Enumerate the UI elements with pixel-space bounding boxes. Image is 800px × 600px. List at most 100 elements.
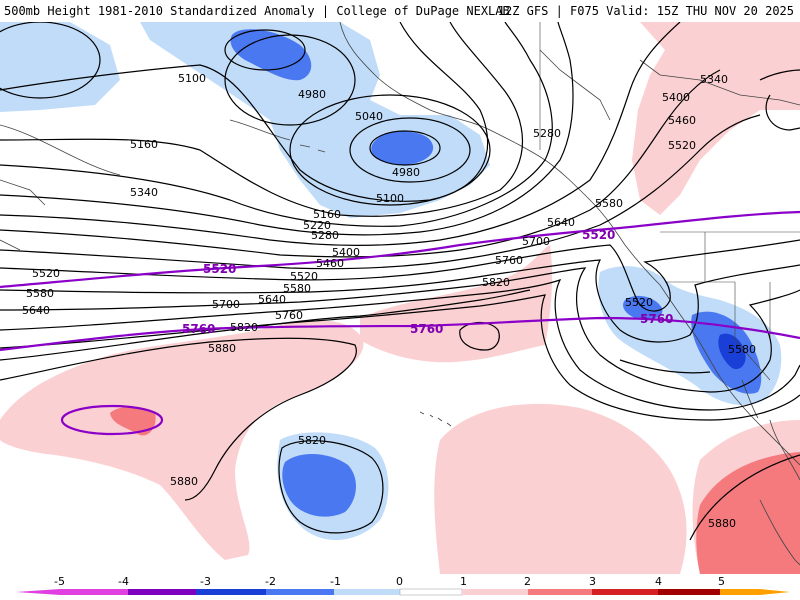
contour-label: 5100 <box>178 72 206 85</box>
contour-label: 5400 <box>662 91 690 104</box>
anomaly-pos2-southeast <box>696 452 800 574</box>
thickness-label: 5520 <box>582 228 615 242</box>
contour-5160 <box>0 22 524 217</box>
anomaly-neg2-central-pacific <box>282 454 356 517</box>
colorbar-pos2 <box>528 589 592 595</box>
contour-label: 5880 <box>208 342 236 355</box>
contour-5400 <box>0 69 721 258</box>
contour-label: 5760 <box>495 254 523 267</box>
contour-label: 5580 <box>283 282 311 295</box>
coastline-mexico <box>759 499 800 566</box>
anomaly-pos2-west <box>110 406 156 436</box>
colorbar-tick: -2 <box>265 575 276 588</box>
model-run-info: 12Z GFS | F075 Valid: 15Z THU NOV 20 202… <box>497 4 794 18</box>
contour-label: 5820 <box>298 434 326 447</box>
contour-label: 5640 <box>258 293 286 306</box>
height-contours <box>0 22 800 541</box>
contour-label: 5580 <box>728 343 756 356</box>
contour-5220 <box>0 22 553 227</box>
contour-label: 5640 <box>22 304 50 317</box>
contour-5100 <box>0 22 489 202</box>
colorbar-tick: 0 <box>396 575 403 588</box>
thickness-contours <box>0 210 800 436</box>
thickness-label: 5760 <box>410 322 443 336</box>
contour-southeast-low <box>619 359 711 374</box>
anomaly-pos1-south <box>434 403 687 574</box>
map-title: 500mb Height 1981-2010 Standardized Anom… <box>4 4 510 18</box>
contour-label: 4980 <box>392 166 420 179</box>
contour-label: 5760 <box>275 309 303 322</box>
contour-label: 5520 <box>625 296 653 309</box>
colorbar-tick: -3 <box>200 575 211 588</box>
anomaly-pos1-northeast <box>632 22 800 215</box>
contour-label: 5280 <box>311 229 339 242</box>
thickness-5760-loop <box>60 404 164 436</box>
anomaly-neg2-center <box>371 131 434 165</box>
thickness-label: 5520 <box>203 262 236 276</box>
colorbar-neg2 <box>266 589 334 595</box>
contour-5520 <box>0 239 800 312</box>
contour-label: 5460 <box>668 114 696 127</box>
contour-label: 5580 <box>26 287 54 300</box>
coastline-aleutians <box>229 119 326 153</box>
contour-label: 4980 <box>298 88 326 101</box>
contour-label: 5700 <box>522 235 550 248</box>
hawaii-islands <box>419 411 452 427</box>
contour-5100-center <box>289 94 491 206</box>
contour-label: 5820 <box>230 321 258 334</box>
contour-label: 5820 <box>482 276 510 289</box>
colorbar-tick: 5 <box>718 575 725 588</box>
contour-label: 5460 <box>316 257 344 270</box>
contour-label: 5220 <box>303 219 331 232</box>
coastline-north-america-west <box>624 244 800 466</box>
header: 500mb Height 1981-2010 Standardized Anom… <box>0 0 800 22</box>
thickness-label: 5760 <box>182 322 215 336</box>
contour-label: 5160 <box>130 138 158 151</box>
thickness-5520 <box>0 210 800 289</box>
contour-label: 5100 <box>376 192 404 205</box>
anomaly-map: 5100 4980 4980 5040 5160 5340 5280 5100 … <box>0 22 800 574</box>
colorbar-pos5 <box>720 589 760 595</box>
colorbar-tick: 2 <box>524 575 531 588</box>
colorbar-tick: -1 <box>330 575 341 588</box>
anomaly-neg3-california <box>718 333 746 370</box>
contour-label: 5160 <box>313 208 341 221</box>
colorbar-tick: 3 <box>589 575 596 588</box>
contour-label: 5400 <box>332 246 360 259</box>
colorbar-tick: -5 <box>54 575 65 588</box>
contour-label: 5520 <box>32 267 60 280</box>
contour-5640 <box>0 267 800 393</box>
contour-label: 5640 <box>547 216 575 229</box>
contour-east-high <box>759 69 800 131</box>
contour-5340 <box>0 22 681 246</box>
contour-4980-north <box>224 29 306 71</box>
anomaly-neg1-alaska <box>140 22 490 218</box>
colorbar-pos4 <box>658 589 720 595</box>
contour-5040-center <box>349 117 471 183</box>
colorbar: -5 -4 -3 -2 -1 0 1 2 3 4 5 <box>16 575 790 596</box>
contour-label: 5040 <box>355 110 383 123</box>
contour-label: 5880 <box>708 517 736 530</box>
contour-5580 <box>0 259 800 343</box>
colorbar-neg3 <box>196 589 266 595</box>
contour-5880 <box>0 337 357 501</box>
colorbar-ticks: -5 -4 -3 -2 -1 0 1 2 3 4 5 <box>54 575 725 588</box>
contour-label: 5280 <box>533 127 561 140</box>
anomaly-neg1-northwest <box>0 22 120 112</box>
colorbar-pos1 <box>462 589 528 595</box>
colorbar-tick: -4 <box>118 575 129 588</box>
contour-label: 5520 <box>668 139 696 152</box>
contour-label: 5340 <box>700 73 728 86</box>
colorbar-tick: 1 <box>460 575 467 588</box>
thickness-label: 5760 <box>640 312 673 326</box>
coastline-siberia <box>0 124 121 251</box>
borders <box>539 22 800 381</box>
colorbar-pos3 <box>592 589 658 595</box>
contour-5700 <box>0 278 800 411</box>
contour-5880-se <box>689 454 800 541</box>
colorbar-tick: 4 <box>655 575 662 588</box>
colorbar-zero <box>399 588 463 596</box>
thickness-5760 <box>0 316 800 352</box>
contour-label: 5340 <box>130 186 158 199</box>
